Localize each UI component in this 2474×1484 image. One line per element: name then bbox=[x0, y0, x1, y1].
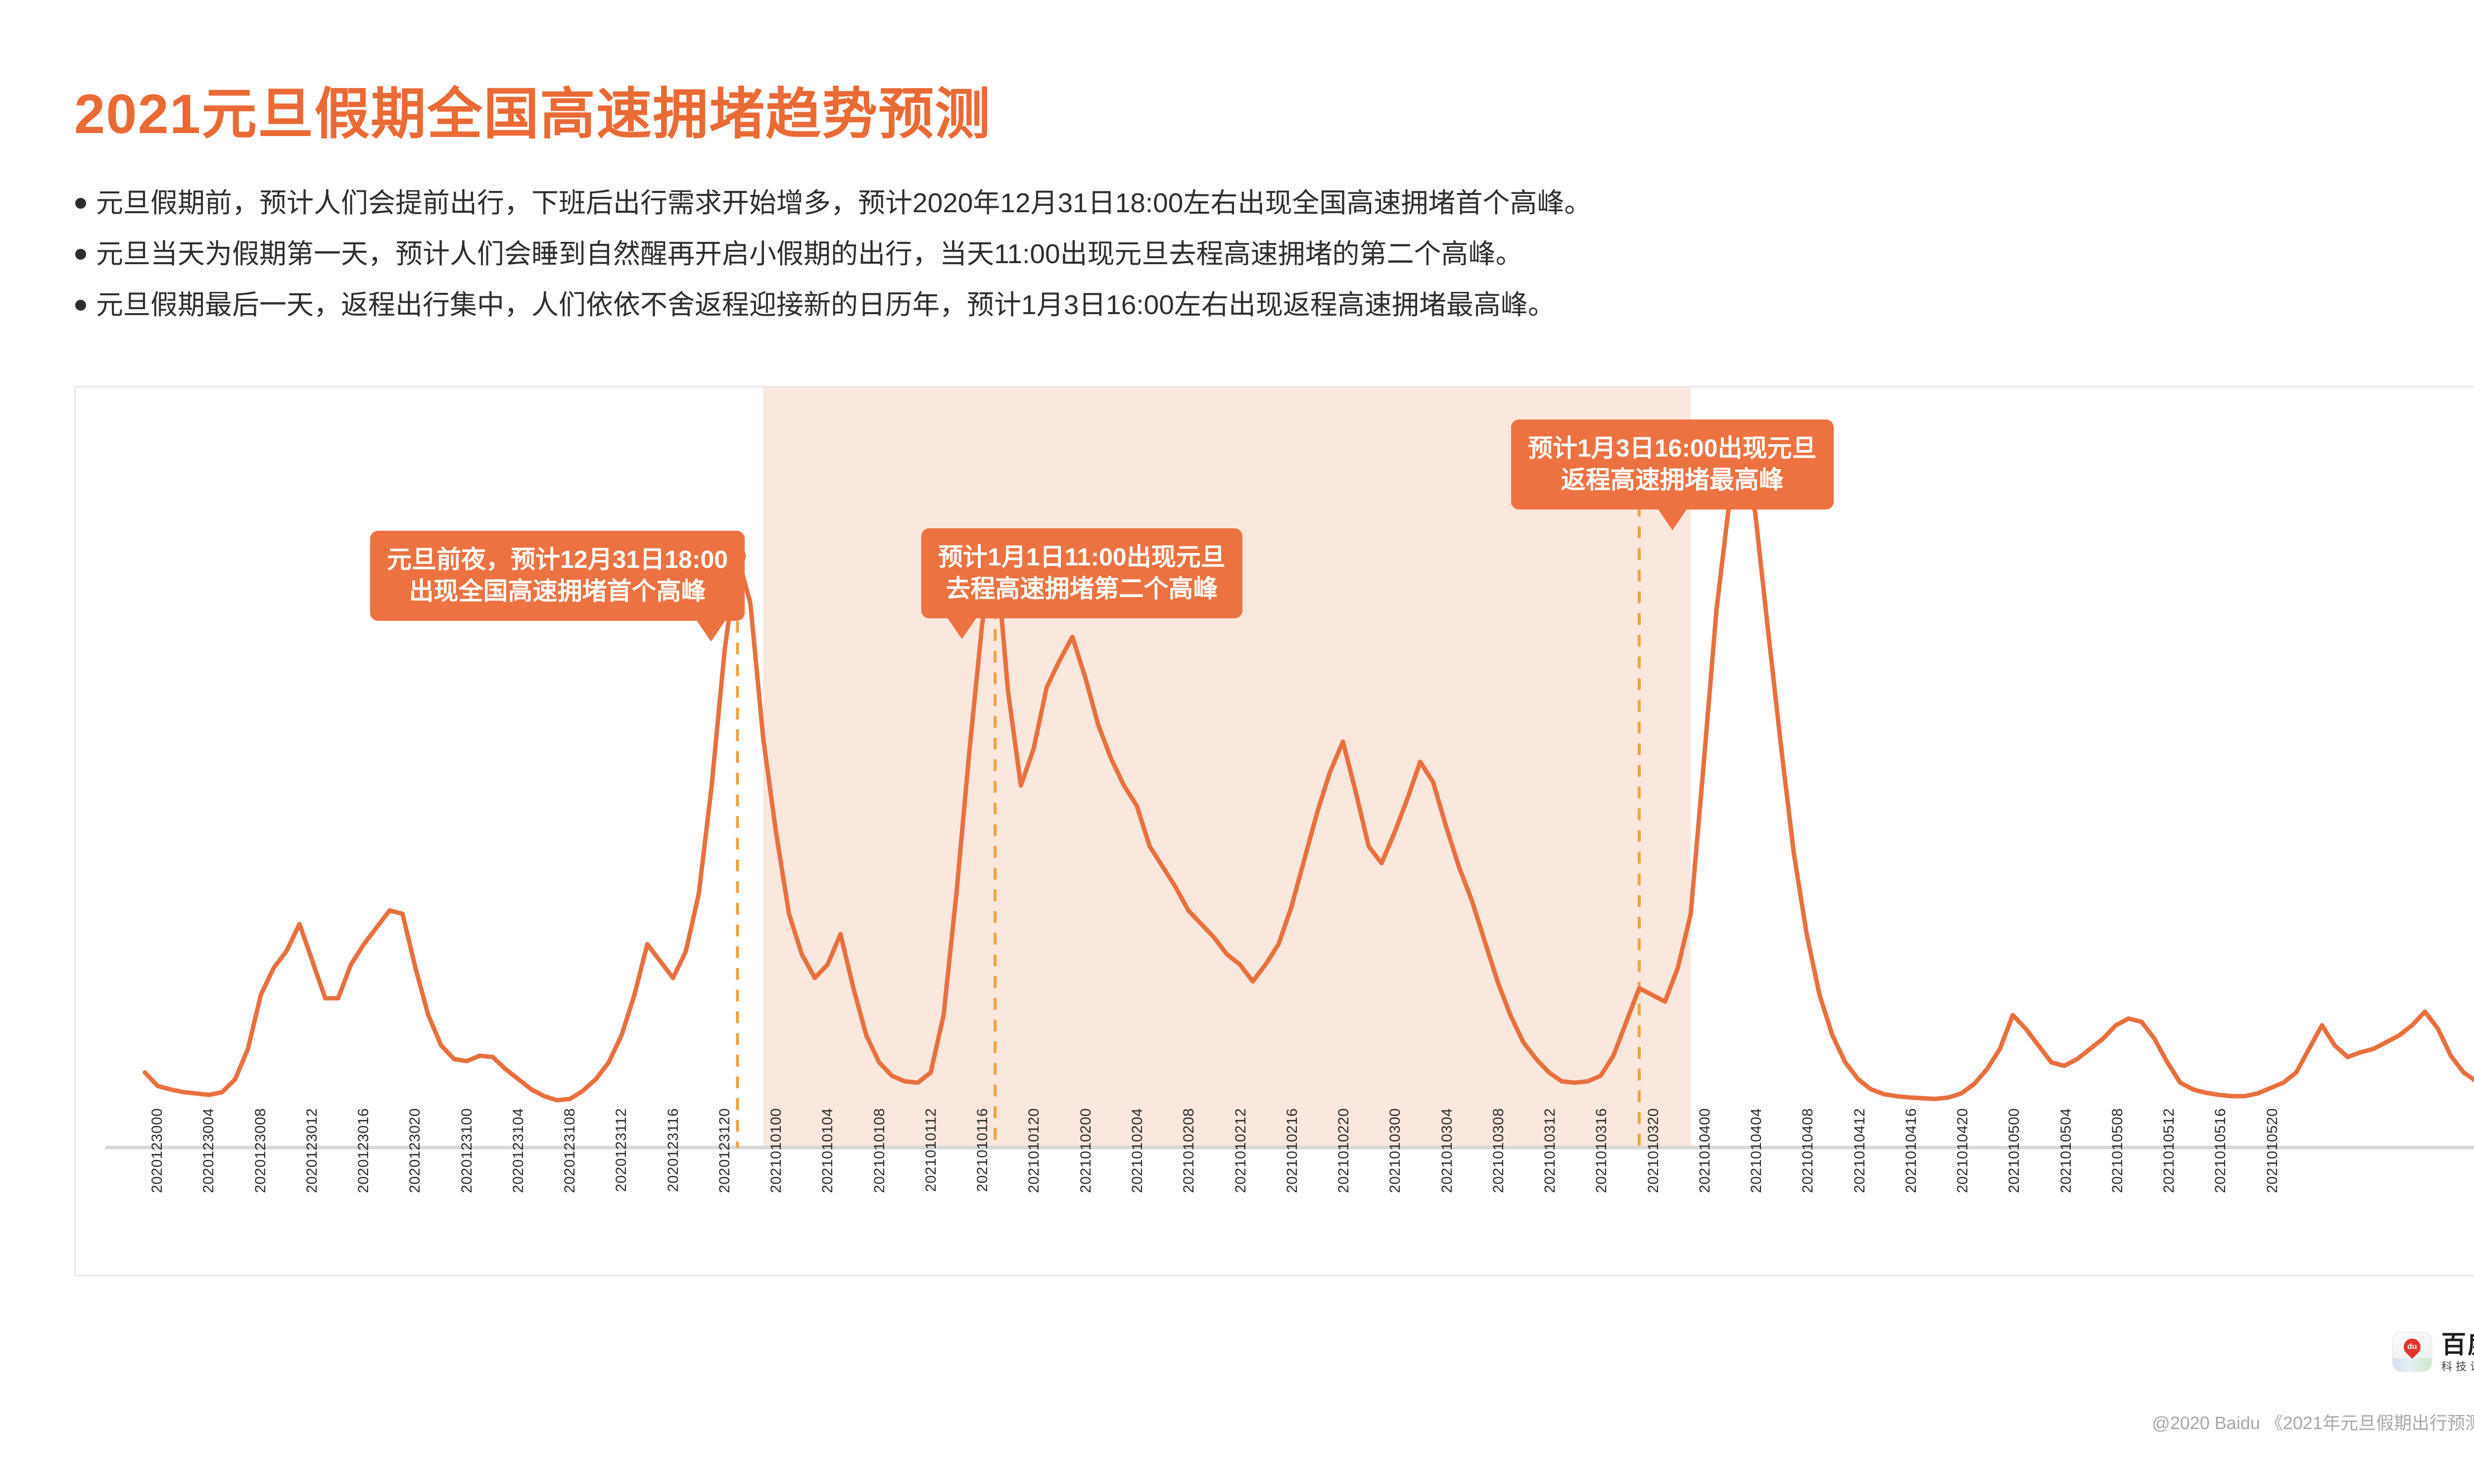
x-axis-tick-label: 2021010416 bbox=[1903, 1108, 1919, 1193]
x-axis-tick-label: 2021010304 bbox=[1438, 1108, 1455, 1193]
callout-tail-icon bbox=[1657, 509, 1687, 530]
x-axis-tick-label: 2020123116 bbox=[665, 1108, 681, 1192]
list-item: 元旦当天为假期第一天，预计人们会睡到自然醒再开启小假期的出行，当天11:00出现… bbox=[75, 238, 2474, 270]
marker-guide-lines bbox=[736, 461, 1641, 1148]
x-axis-tick-label: 2020123008 bbox=[252, 1108, 269, 1193]
callout-tail-icon bbox=[696, 620, 726, 642]
map-app-icon: du bbox=[2391, 1332, 2432, 1372]
x-axis-tick-label: 2021010100 bbox=[768, 1108, 785, 1193]
x-axis-tick-label: 2021010220 bbox=[1335, 1108, 1352, 1193]
x-axis-tick-label: 2020123108 bbox=[562, 1108, 578, 1193]
x-axis-tick-label: 2020123000 bbox=[149, 1108, 165, 1193]
x-axis-tick-label: 2021010408 bbox=[1800, 1108, 1816, 1193]
baidu-map-logo: du 百度地图 科技让出行更简单 bbox=[2391, 1332, 2474, 1372]
callout-first-peak[interactable]: 元旦前夜，预计12月31日18:00 出现全国高速拥堵首个高峰 bbox=[370, 531, 745, 642]
logo-text-block: 百度地图 科技让出行更简单 bbox=[2441, 1332, 2474, 1372]
page-title: 2021元旦假期全国高速拥堵趋势预测 bbox=[74, 83, 992, 145]
bullet-dot-icon bbox=[75, 198, 86, 209]
bullet-text: 元旦假期前，预计人们会提前出行，下班后出行需求开始增多，预计2020年12月31… bbox=[96, 187, 1592, 218]
callout-second-peak[interactable]: 预计1月1日11:00出现元旦 去程高速拥堵第二个高峰 bbox=[921, 528, 1242, 639]
callout-line-1: 元旦前夜，预计12月31日18:00 bbox=[387, 546, 728, 573]
x-axis-tick-label: 2021010120 bbox=[1026, 1108, 1043, 1193]
list-item: 元旦假期最后一天，返程出行集中，人们依依不舍返程迎接新的日历年，预计1月3日16… bbox=[75, 289, 2474, 321]
x-axis-tick-label: 2021010104 bbox=[819, 1108, 836, 1193]
bullet-dot-icon bbox=[75, 248, 86, 260]
x-axis-tick-label: 2021010216 bbox=[1284, 1108, 1300, 1193]
bullet-dot-icon bbox=[75, 299, 86, 311]
logo-brand-name: 百度地图 bbox=[2441, 1330, 2474, 1358]
x-axis-tick-label: 2021010404 bbox=[1748, 1108, 1765, 1193]
x-axis-tick-label: 2021010212 bbox=[1232, 1108, 1249, 1193]
x-axis-tick-label: 2020123016 bbox=[355, 1108, 372, 1193]
x-axis-tick-label: 2021010308 bbox=[1490, 1108, 1507, 1193]
x-axis-tick-label: 2021010504 bbox=[2057, 1108, 2074, 1193]
callout-tail-icon bbox=[947, 617, 977, 639]
callout-line-2: 出现全国高速拥堵首个高峰 bbox=[409, 577, 706, 605]
x-axis-tick-label: 2021010116 bbox=[974, 1108, 991, 1192]
x-axis-tick-label: 2020123120 bbox=[716, 1108, 733, 1193]
x-axis-tick-label: 2020123100 bbox=[458, 1108, 475, 1193]
x-axis-tick-label: 2021010204 bbox=[1129, 1108, 1145, 1193]
x-axis-tick-label: 2021010300 bbox=[1387, 1108, 1404, 1193]
x-axis-tick-label: 2020123020 bbox=[407, 1108, 424, 1193]
x-axis-tick-label: 2021010500 bbox=[2006, 1108, 2023, 1193]
callout-line-2: 返程高速拥堵最高峰 bbox=[1561, 466, 1784, 494]
x-axis-tick-label: 2021010112 bbox=[922, 1108, 939, 1192]
callout-line-1: 预计1月1日11:00出现元旦 bbox=[938, 543, 1226, 571]
bullet-text: 元旦假期最后一天，返程出行集中，人们依依不舍返程迎接新的日历年，预计1月3日16… bbox=[96, 289, 1555, 320]
map-pin-icon: du bbox=[2400, 1335, 2425, 1359]
x-axis-tick-label: 2020123112 bbox=[613, 1108, 630, 1192]
x-axis-tick-label: 2021010400 bbox=[1696, 1108, 1713, 1193]
x-axis-tick-label: 2021010312 bbox=[1542, 1108, 1559, 1193]
x-axis-tick-label: 2020123104 bbox=[510, 1108, 526, 1193]
x-axis-tick-label: 2021010412 bbox=[1851, 1108, 1868, 1193]
logo-slogan: 科技让出行更简单 bbox=[2441, 1360, 2474, 1373]
congestion-trend-chart bbox=[105, 387, 2474, 1150]
map-base-decor bbox=[2392, 1358, 2431, 1371]
congestion-line-series bbox=[143, 459, 2474, 1103]
x-axis-tick-label: 2021010508 bbox=[2109, 1108, 2126, 1193]
x-axis-tick-label: 2021010520 bbox=[2264, 1108, 2281, 1193]
x-axis-tick-label: 2021010320 bbox=[1645, 1108, 1662, 1193]
callout-line-1: 预计1月3日16:00出现元旦 bbox=[1528, 434, 1817, 462]
x-axis-tick-label: 2021010516 bbox=[2212, 1108, 2229, 1193]
x-axis-tick-label: 2021010208 bbox=[1181, 1108, 1197, 1193]
x-axis-tick-label: 2021010108 bbox=[871, 1108, 888, 1193]
x-axis-tick-label: 2020123004 bbox=[200, 1108, 217, 1193]
holiday-highlight-band bbox=[763, 387, 1691, 1148]
x-axis-tick-label: 2021010200 bbox=[1077, 1108, 1094, 1193]
footer-copyright: @2020 Baidu 《2021年元旦假期出行预测报告》10 bbox=[2152, 1413, 2474, 1433]
chart-panel bbox=[74, 386, 2474, 1276]
list-item: 元旦假期前，预计人们会提前出行，下班后出行需求开始增多，预计2020年12月31… bbox=[75, 187, 2474, 219]
bullet-text: 元旦当天为假期第一天，预计人们会睡到自然醒再开启小假期的出行，当天11:00出现… bbox=[96, 238, 1523, 269]
callout-max-peak[interactable]: 预计1月3日16:00出现元旦 返程高速拥堵最高峰 bbox=[1511, 419, 1834, 530]
pin-label: du bbox=[2407, 1343, 2417, 1351]
x-axis-tick-label: 2021010512 bbox=[2161, 1108, 2178, 1193]
x-axis-tick-label: 2020123012 bbox=[303, 1108, 320, 1193]
x-axis-tick-labels: 2020123000 2020123004 2020123008 2020123012… bbox=[74, 1108, 2474, 1271]
bullet-list: 元旦假期前，预计人们会提前出行，下班后出行需求开始增多，预计2020年12月31… bbox=[75, 187, 2474, 340]
x-axis-tick-label: 2021010316 bbox=[1593, 1108, 1610, 1193]
callout-line-2: 去程高速拥堵第二个高峰 bbox=[946, 575, 1218, 603]
x-axis-tick-label: 2021010420 bbox=[1954, 1108, 1971, 1193]
